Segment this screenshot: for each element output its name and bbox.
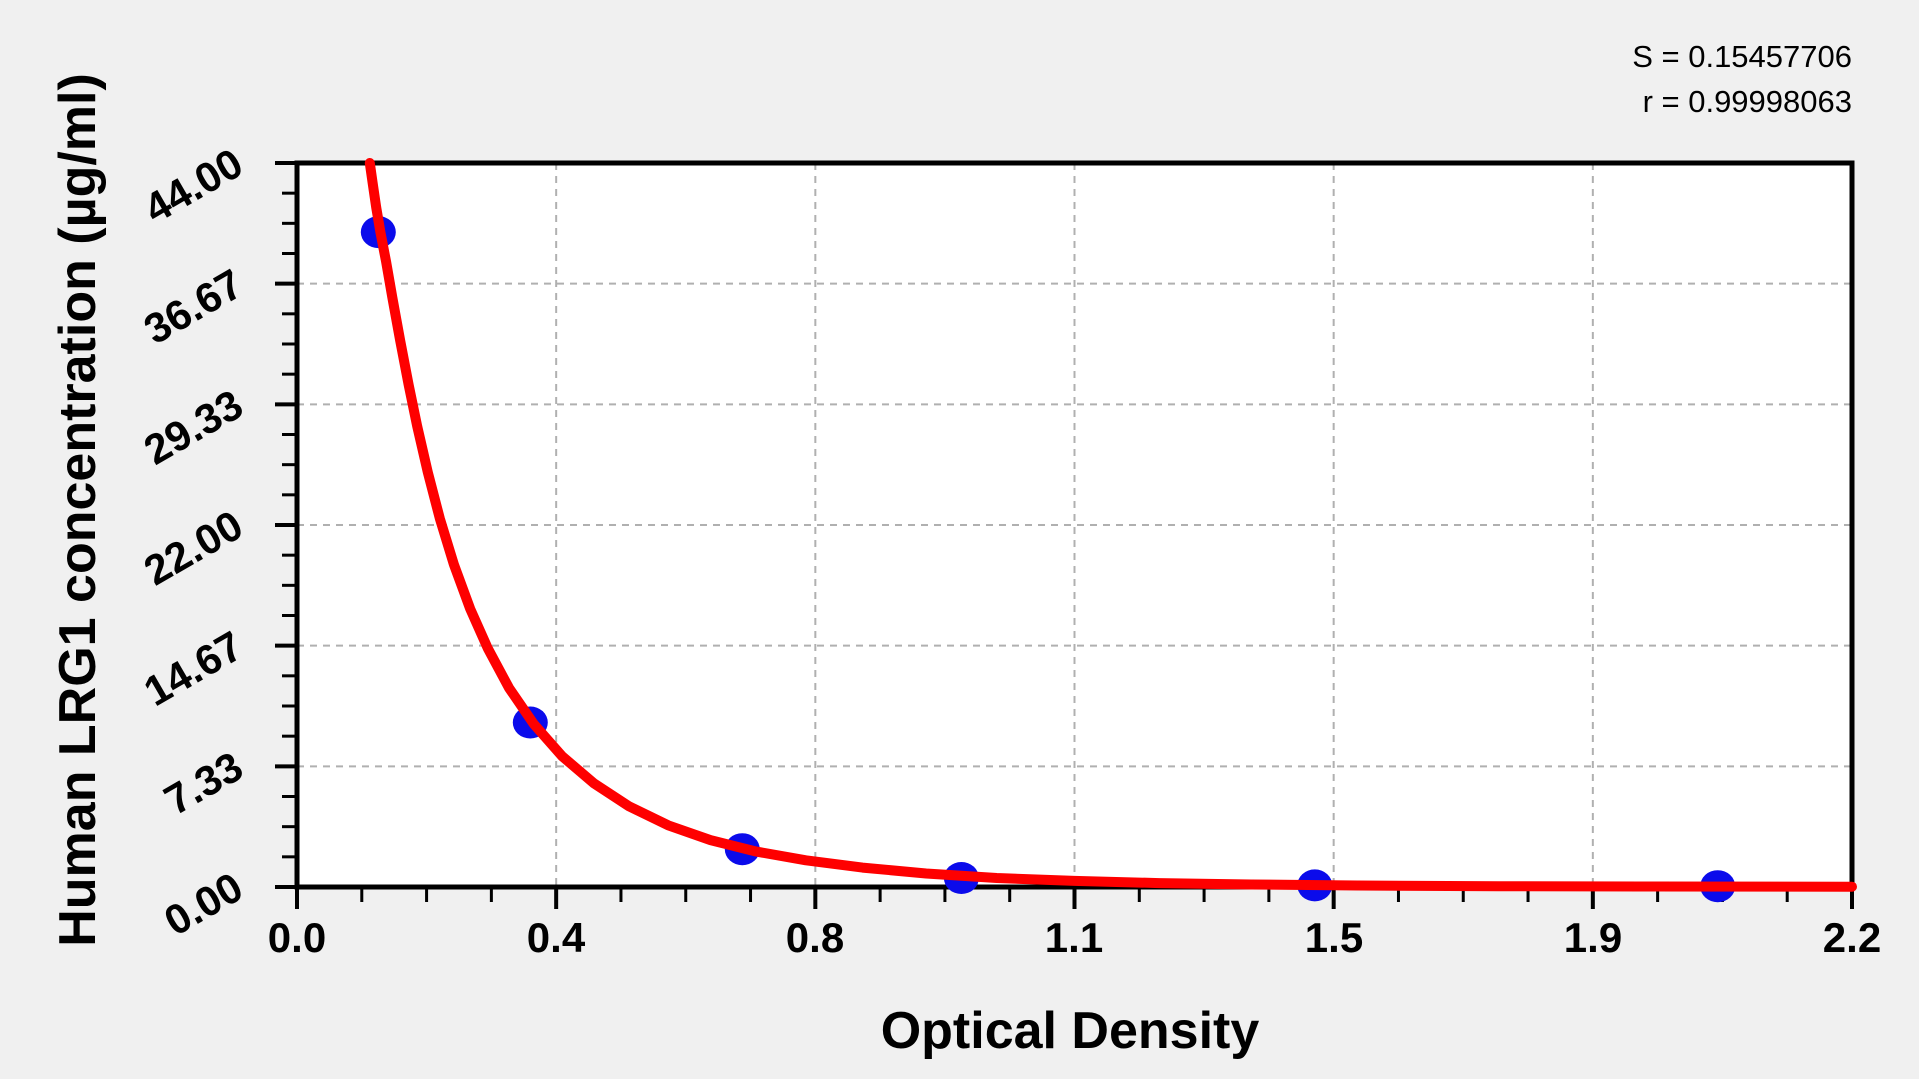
x-tick-label: 1.1 <box>1045 914 1103 961</box>
x-tick-label: 0.0 <box>268 914 326 961</box>
y-tick-label: 44.00 <box>136 139 251 232</box>
x-tick-label: 1.9 <box>1564 914 1622 961</box>
fitted-curve-line <box>364 158 1857 892</box>
y-tick-label: 22.00 <box>136 501 251 594</box>
y-tick-label: 0.00 <box>156 863 250 945</box>
y-axis-ticks <box>275 161 295 889</box>
plot-frame <box>294 160 1855 890</box>
y-tick-label: 14.67 <box>136 622 251 715</box>
y-tick-label: 36.67 <box>136 260 251 353</box>
x-axis-ticks <box>295 889 1854 909</box>
x-tick-label: 2.2 <box>1823 914 1881 961</box>
x-tick-label: 1.5 <box>1305 914 1363 961</box>
x-tick-label: 0.8 <box>786 914 844 961</box>
x-axis-title: Optical Density <box>881 1002 1260 1060</box>
gridlines <box>297 163 1852 887</box>
stat-correlation: r = 0.99998063 <box>1643 84 1852 119</box>
y-axis-title: Human LRG1 concentration (µg/ml) <box>49 73 107 947</box>
y-tick-label: 29.33 <box>136 380 251 473</box>
x-tick-label: 0.4 <box>527 914 586 961</box>
stat-standard-error: S = 0.15457706 <box>1632 39 1852 74</box>
y-tick-label: 7.33 <box>156 742 250 824</box>
